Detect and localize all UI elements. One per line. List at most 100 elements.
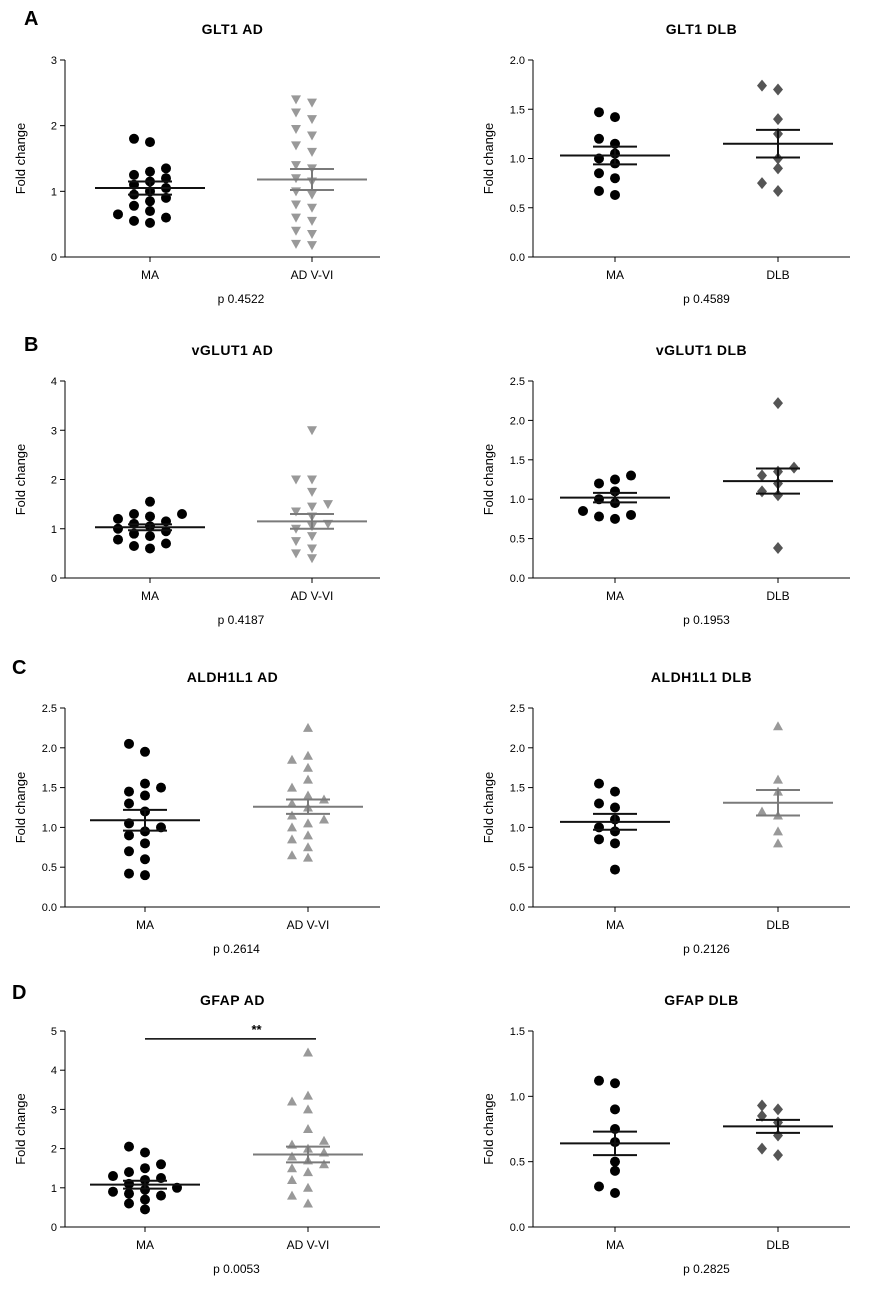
y-tick-label: 1.0	[510, 822, 525, 834]
chart-title: ALDH1L1 DLB	[651, 669, 752, 685]
data-point	[307, 487, 317, 497]
data-point	[291, 475, 301, 485]
panel-label-a: A	[24, 8, 39, 30]
y-tick-label: 2.0	[510, 415, 525, 427]
data-point	[610, 802, 620, 813]
data-point	[307, 554, 317, 564]
data-point	[594, 1075, 604, 1086]
data-point	[307, 190, 317, 200]
y-axis-label: Fold change	[13, 444, 28, 516]
data-point	[124, 738, 134, 749]
data-point	[287, 1190, 297, 1200]
data-point	[291, 200, 301, 210]
x-tick-label: MA	[606, 268, 624, 282]
data-point	[124, 1188, 134, 1199]
data-point	[303, 842, 313, 852]
data-point	[145, 196, 155, 207]
data-point	[303, 852, 313, 862]
data-point	[145, 206, 155, 217]
y-tick-label: 3	[51, 55, 57, 67]
data-point	[161, 212, 171, 223]
data-point	[291, 239, 301, 249]
data-point	[307, 216, 317, 226]
data-point	[610, 1078, 620, 1089]
data-point	[303, 750, 313, 760]
y-axis-label: Fold change	[481, 444, 496, 516]
x-tick-label: MA	[136, 1238, 154, 1252]
data-point	[594, 1181, 604, 1192]
data-point	[303, 1167, 313, 1177]
x-tick-label: MA	[141, 589, 159, 603]
data-point	[124, 1198, 134, 1209]
data-point	[287, 822, 297, 832]
p-value: p 0.4589	[683, 292, 730, 306]
y-tick-label: 2.0	[42, 743, 57, 755]
y-tick-label: 1.5	[510, 104, 525, 116]
chart-title: vGLUT1 DLB	[656, 342, 747, 358]
y-tick-label: 2	[51, 121, 57, 133]
data-point	[773, 721, 783, 731]
data-point	[307, 147, 317, 157]
data-point	[291, 141, 301, 151]
y-tick-label: 0.5	[510, 862, 525, 874]
data-point	[161, 538, 171, 549]
x-tick-label: MA	[606, 918, 624, 932]
data-point	[303, 774, 313, 784]
data-point	[610, 1104, 620, 1115]
data-point	[287, 1151, 297, 1161]
x-tick-label: AD V-VI	[287, 1238, 330, 1252]
data-point	[291, 537, 301, 547]
p-value: p 0.2614	[213, 942, 260, 956]
chart-title: GFAP AD	[200, 992, 265, 1008]
y-tick-label: 0.5	[510, 534, 525, 546]
data-point	[140, 1204, 150, 1215]
p-value: p 0.2825	[683, 1262, 730, 1276]
data-point	[129, 540, 139, 551]
data-point	[291, 507, 301, 517]
y-tick-label: 0.0	[510, 573, 525, 585]
data-point	[626, 470, 636, 481]
data-point	[145, 166, 155, 177]
data-point	[124, 868, 134, 879]
y-tick-label: 3	[51, 425, 57, 437]
data-point	[113, 513, 123, 524]
x-tick-label: DLB	[766, 918, 789, 932]
p-value: p 0.1953	[683, 613, 730, 627]
data-point	[124, 798, 134, 809]
data-point	[303, 722, 313, 732]
data-point	[610, 786, 620, 797]
y-tick-label: 0.0	[510, 1222, 525, 1234]
data-point	[291, 213, 301, 223]
y-tick-label: 1	[51, 1183, 57, 1195]
data-point	[140, 1147, 150, 1158]
data-point	[108, 1171, 118, 1182]
data-point	[307, 544, 317, 554]
data-point	[319, 1135, 329, 1145]
data-point	[303, 1047, 313, 1057]
data-point	[610, 1156, 620, 1167]
data-point	[307, 426, 317, 436]
data-point	[773, 542, 783, 555]
data-point	[291, 108, 301, 118]
data-point	[287, 834, 297, 844]
y-tick-label: 4	[51, 376, 57, 388]
data-point	[303, 818, 313, 828]
data-point	[773, 1149, 783, 1162]
data-point	[610, 838, 620, 849]
data-point	[594, 778, 604, 789]
data-point	[287, 850, 297, 860]
p-value: p 0.0053	[213, 1262, 260, 1276]
data-point	[129, 508, 139, 519]
data-point	[303, 1124, 313, 1133]
data-point	[307, 203, 317, 213]
data-point	[145, 543, 155, 554]
data-point	[610, 474, 620, 485]
data-point	[773, 826, 783, 836]
y-tick-label: 0.0	[42, 902, 57, 914]
y-tick-label: 1.0	[42, 822, 57, 834]
data-point	[626, 509, 636, 520]
y-axis-label: Fold change	[13, 772, 28, 844]
data-point	[594, 107, 604, 118]
data-point	[124, 1141, 134, 1152]
data-point	[113, 534, 123, 545]
